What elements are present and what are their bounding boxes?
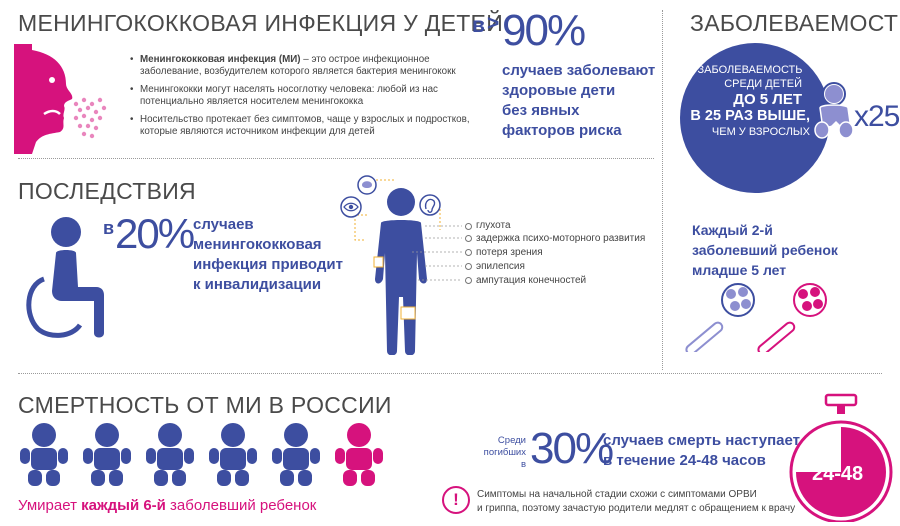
- warning-text: Симптомы на начальной стадии схожи с сим…: [477, 488, 795, 516]
- human-body-figure-icon: [340, 175, 441, 355]
- legend-epilepsy: эпилепсия: [476, 261, 525, 272]
- stat-90-percent: 90%: [502, 6, 586, 55]
- baby-row: [18, 422, 388, 492]
- stat-90-line: здоровые дети: [502, 82, 616, 99]
- stat-gt-sign: >: [487, 12, 500, 35]
- stat-90-text: случаев заболевают здоровые дети без явн…: [502, 61, 655, 141]
- sneezing-face-icon: [14, 44, 107, 154]
- bullet-item: Менингококковая инфекция (МИ) – это остр…: [130, 54, 470, 78]
- stat-prefix-v: в: [472, 14, 485, 37]
- baby-icon: [146, 423, 194, 486]
- section-title-meningococcal: МЕНИНГОКОККОВАЯ ИНФЕКЦИЯ У ДЕТЕЙ: [18, 10, 504, 36]
- circle-line: ЧЕМ У ВЗРОСЛЫХ: [711, 126, 810, 138]
- caption-post: заболевший ребенок: [165, 497, 317, 514]
- every-second-child-text: Каждый 2-й заболевший ребенок младше 5 л…: [692, 220, 838, 280]
- stat-20-prefix: в: [103, 218, 115, 238]
- legend-developmental-delay: задержка психо-моторного развития: [476, 233, 646, 244]
- legend-amputation: ампутация конечностей: [476, 275, 587, 286]
- circle-line-bold: ДО 5 ЛЕТ: [733, 91, 802, 108]
- bullet-text: Менингококки могут населять носоглотку ч…: [140, 84, 438, 107]
- every-second-line: младше 5 лет: [692, 262, 787, 278]
- baby-icon: [272, 423, 320, 486]
- section-title-incidence: ЗАБОЛЕВАЕМОСТЬ: [690, 10, 900, 36]
- bullet-item: Менингококки могут населять носоглотку ч…: [130, 84, 470, 108]
- stat-30-line: в течение 24-48 часов: [603, 452, 766, 469]
- circle-line: СРЕДИ ДЕТЕЙ: [724, 78, 802, 90]
- among-deceased-label: Среди погибших в: [480, 435, 526, 471]
- legend-dot: [465, 249, 472, 256]
- mortality-caption: Умирает каждый 6-й заболевший ребенок: [18, 497, 316, 514]
- among-line: Среди: [497, 435, 526, 446]
- clock-icon: [789, 393, 893, 522]
- stat-30-line: случаев смерть наступает: [603, 432, 800, 449]
- baby-icon: [20, 423, 68, 486]
- legend-deafness: глухота: [476, 220, 511, 231]
- legend-dot: [465, 223, 472, 230]
- incidence-circle: [680, 43, 830, 193]
- horizontal-divider: [18, 373, 882, 374]
- incidence-circle-text: ЗАБОЛЕВАЕМОСТЬ СРЕДИ ДЕТЕЙ ДО 5 ЛЕТ В 25…: [690, 63, 810, 139]
- rattle-icon-pink: [757, 283, 827, 352]
- stat-90-line: факторов риска: [502, 122, 622, 139]
- every-second-line: заболевший ребенок: [692, 242, 838, 258]
- warning-line: Симптомы на начальной стадии схожи с сим…: [477, 489, 757, 500]
- section-title-consequences: ПОСЛЕДСТВИЯ: [18, 178, 196, 204]
- info-bullet-list: Менингококковая инфекция (МИ) – это остр…: [130, 54, 470, 144]
- caption-bold: каждый 6-й: [81, 497, 166, 514]
- bullet-item: Носительство протекает без симптомов, ча…: [130, 114, 470, 138]
- warning-line: и гриппа, поэтому зачастую родители медл…: [477, 503, 796, 514]
- circle-line-bold: В 25 РАЗ ВЫШЕ,: [690, 108, 810, 124]
- baby-icon: [83, 423, 131, 486]
- warning-icon: !: [442, 486, 470, 514]
- x25-multiplier: x25: [854, 100, 900, 133]
- legend-dot: [465, 235, 472, 242]
- among-line: в: [520, 459, 526, 470]
- bullet-text: Носительство протекает без симптомов, ча…: [140, 114, 470, 137]
- legend-leader-lines: [412, 225, 462, 281]
- baby-crawling-icon: [814, 82, 854, 139]
- among-line: погибших: [483, 447, 526, 458]
- baby-icon: [209, 423, 257, 486]
- bullet-bold-text: Менингококковая инфекция (МИ): [140, 54, 301, 65]
- stat-30-text: случаев смерть наступает в течение 24-48…: [603, 431, 800, 471]
- clock-label: 24-48: [812, 463, 864, 485]
- horizontal-divider: [18, 158, 654, 159]
- rattle-icon-purple: [685, 283, 755, 352]
- stat-20-line: инфекция приводит: [193, 256, 343, 273]
- stat-30-percent: 30%: [530, 424, 614, 473]
- stat-20-line: менингококковая: [193, 236, 322, 253]
- bullet-text: – это острое инфекционное заболевание, в…: [140, 54, 456, 77]
- wheelchair-user-icon: [26, 217, 104, 338]
- section-title-mortality: СМЕРТНОСТЬ ОТ МИ В РОССИИ: [18, 392, 392, 418]
- every-second-line: Каждый 2-й: [692, 222, 773, 238]
- baby-icon-highlighted: [335, 423, 383, 486]
- circle-line: ЗАБОЛЕВАЕМОСТЬ: [697, 64, 803, 76]
- legend-dot: [465, 263, 472, 270]
- stat-20-text: случаев менингококковая инфекция приводи…: [193, 215, 343, 295]
- stat-20-line: к инвалидизации: [193, 276, 322, 293]
- stat-20-percent: 20%: [115, 210, 195, 257]
- legend-dot: [465, 277, 472, 284]
- caption-pre: Умирает: [18, 497, 82, 514]
- legend-vision-loss: потеря зрения: [476, 247, 543, 258]
- stat-90-line: случаев заболевают: [502, 62, 656, 79]
- stat-90-line: без явных: [502, 102, 580, 119]
- stat-20-line: случаев: [193, 216, 254, 233]
- vertical-divider: [662, 10, 663, 370]
